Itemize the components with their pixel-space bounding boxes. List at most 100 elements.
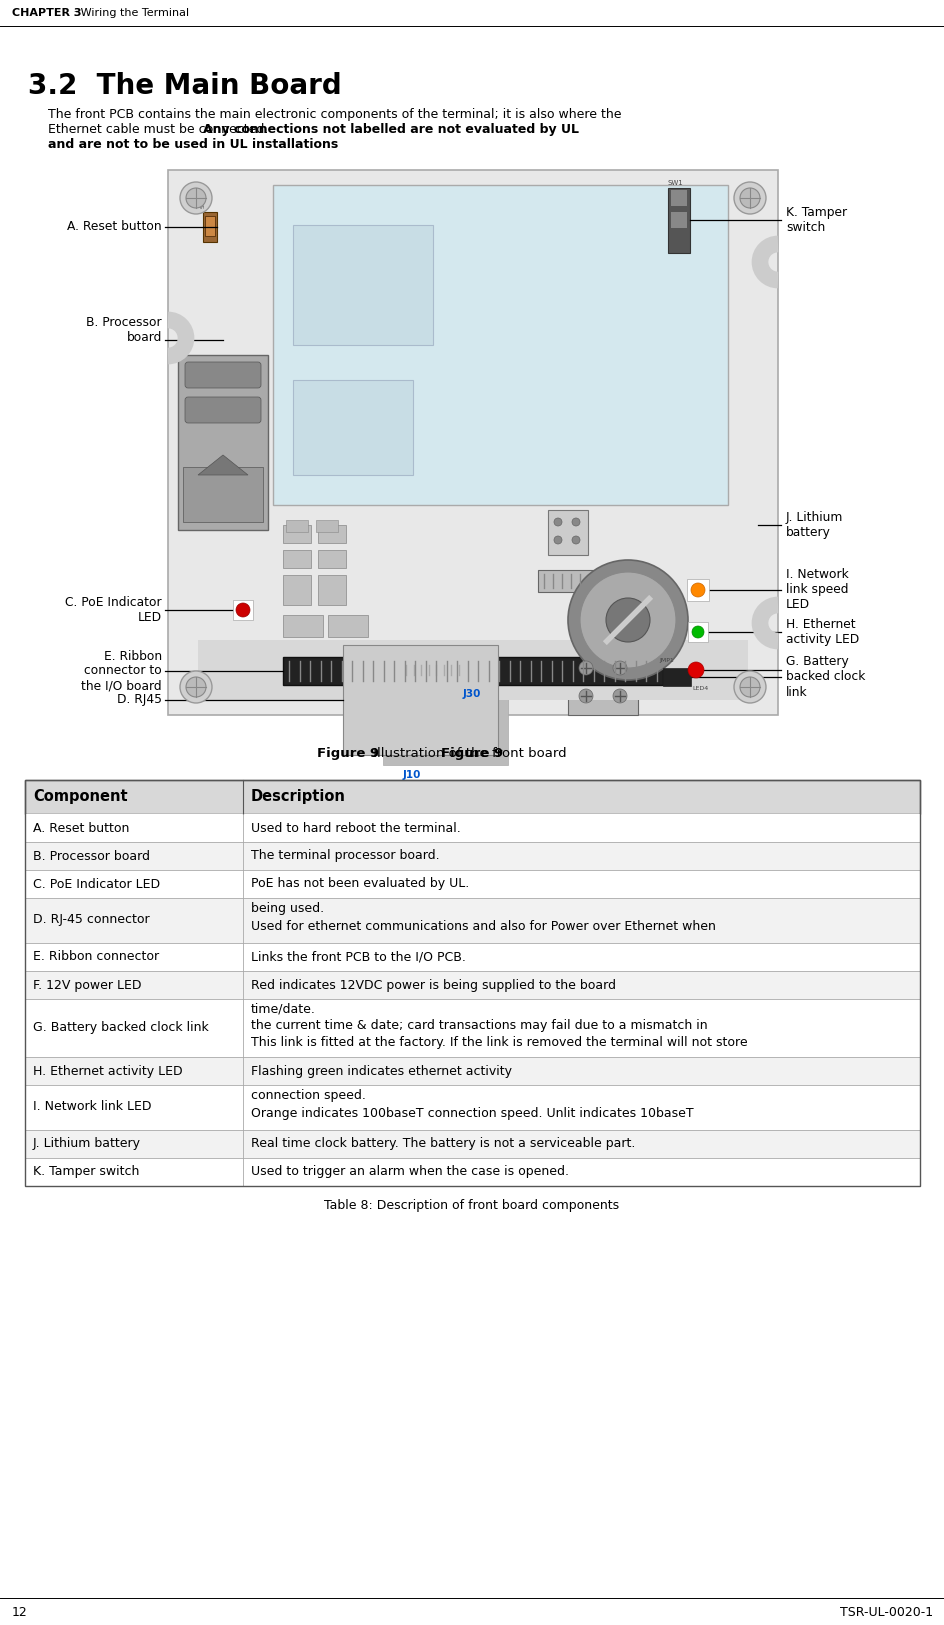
Bar xyxy=(177,354,268,530)
Text: Links the front PCB to the I/O PCB.: Links the front PCB to the I/O PCB. xyxy=(251,951,465,964)
Circle shape xyxy=(739,678,759,697)
Circle shape xyxy=(236,603,250,618)
Circle shape xyxy=(613,661,626,674)
Text: J. Lithium
battery: J. Lithium battery xyxy=(785,510,842,540)
Bar xyxy=(25,842,919,869)
Circle shape xyxy=(179,182,211,214)
Text: B. Processor board: B. Processor board xyxy=(33,850,150,863)
Text: The terminal processor board.: The terminal processor board. xyxy=(251,850,439,863)
Text: Illustration of the front board: Illustration of the front board xyxy=(368,748,566,760)
Text: .: . xyxy=(282,138,287,151)
Text: Used to trigger an alarm when the case is opened.: Used to trigger an alarm when the case i… xyxy=(251,1165,568,1178)
Circle shape xyxy=(739,188,759,208)
Circle shape xyxy=(186,678,206,697)
Text: The front PCB contains the main electronic components of the terminal; it is als: The front PCB contains the main electron… xyxy=(48,107,621,120)
Circle shape xyxy=(605,598,649,642)
Circle shape xyxy=(687,661,703,678)
Bar xyxy=(198,640,748,700)
Bar xyxy=(282,614,323,637)
Text: A. Reset button: A. Reset button xyxy=(33,822,129,835)
Bar xyxy=(282,656,663,686)
Text: Any connections not labelled are not evaluated by UL: Any connections not labelled are not eva… xyxy=(203,124,579,136)
Bar xyxy=(25,814,919,842)
Text: SW1: SW1 xyxy=(667,180,683,185)
Circle shape xyxy=(553,518,562,526)
Text: and are not to be used in UL installations: and are not to be used in UL installatio… xyxy=(48,138,338,151)
Bar xyxy=(183,466,262,522)
FancyBboxPatch shape xyxy=(185,362,261,388)
Bar xyxy=(404,673,466,743)
Circle shape xyxy=(580,572,675,668)
Bar xyxy=(687,622,707,642)
Bar xyxy=(318,575,346,604)
Bar xyxy=(537,570,593,592)
Text: Used to hard reboot the terminal.: Used to hard reboot the terminal. xyxy=(251,822,461,835)
Circle shape xyxy=(613,689,626,704)
Bar xyxy=(293,380,413,474)
Bar xyxy=(328,614,367,637)
Text: J10: J10 xyxy=(402,770,421,780)
Circle shape xyxy=(733,182,766,214)
Bar xyxy=(25,999,919,1056)
Circle shape xyxy=(691,626,703,639)
Bar xyxy=(343,645,497,756)
Text: TSR-UL-0020-1: TSR-UL-0020-1 xyxy=(839,1606,932,1618)
Bar xyxy=(670,211,686,228)
Circle shape xyxy=(553,536,562,544)
Text: Flashing green indicates ethernet activity: Flashing green indicates ethernet activi… xyxy=(251,1064,512,1077)
Text: CHAPTER 3: CHAPTER 3 xyxy=(12,8,81,18)
Text: D. RJ-45 connector: D. RJ-45 connector xyxy=(33,913,149,926)
Circle shape xyxy=(733,671,766,704)
Circle shape xyxy=(579,661,593,674)
Bar xyxy=(318,549,346,569)
Text: F. 12V power LED: F. 12V power LED xyxy=(33,978,142,991)
Text: Figure 9: Figure 9 xyxy=(441,748,502,760)
Bar xyxy=(282,525,311,543)
Bar xyxy=(25,942,919,972)
Text: A. Reset button: A. Reset button xyxy=(67,221,161,234)
Bar xyxy=(273,185,727,505)
Circle shape xyxy=(579,689,593,704)
FancyBboxPatch shape xyxy=(185,396,261,422)
Text: JMP1: JMP1 xyxy=(658,658,673,663)
Bar xyxy=(203,211,217,242)
Text: H. Ethernet activity LED: H. Ethernet activity LED xyxy=(33,1064,182,1077)
Bar xyxy=(686,578,708,601)
Bar xyxy=(25,869,919,899)
Bar xyxy=(25,780,919,1186)
Text: J. Lithium battery: J. Lithium battery xyxy=(33,1138,141,1150)
Bar xyxy=(205,216,215,236)
Circle shape xyxy=(179,671,211,704)
Bar xyxy=(293,224,432,344)
Text: E. Ribbon connector: E. Ribbon connector xyxy=(33,951,159,964)
Text: 12: 12 xyxy=(12,1606,27,1618)
Bar xyxy=(282,575,311,604)
Bar xyxy=(567,650,637,715)
Bar xyxy=(667,188,689,254)
Bar xyxy=(205,362,211,380)
Text: LED4: LED4 xyxy=(691,686,707,691)
Bar xyxy=(241,362,246,380)
Bar xyxy=(217,362,223,380)
Text: Real time clock battery. The battery is not a serviceable part.: Real time clock battery. The battery is … xyxy=(251,1138,634,1150)
Bar xyxy=(25,1056,919,1086)
Text: connection speed.: connection speed. xyxy=(251,1089,365,1102)
Text: C. PoE Indicator LED: C. PoE Indicator LED xyxy=(33,878,160,891)
Text: Component: Component xyxy=(33,790,127,804)
Bar xyxy=(315,520,338,531)
Bar xyxy=(382,645,508,765)
Text: time/date.: time/date. xyxy=(251,1003,315,1016)
Bar xyxy=(25,1086,919,1129)
Bar xyxy=(670,190,686,206)
Text: H. Ethernet
activity LED: H. Ethernet activity LED xyxy=(785,618,858,647)
Bar xyxy=(168,171,777,715)
Bar xyxy=(25,1159,919,1186)
Text: K. Tamper switch: K. Tamper switch xyxy=(33,1165,139,1178)
Text: E. Ribbon
connector to
the I/O board: E. Ribbon connector to the I/O board xyxy=(81,650,161,692)
Bar xyxy=(228,362,235,380)
Text: PoE has not been evaluated by UL.: PoE has not been evaluated by UL. xyxy=(251,878,469,891)
Text: C. PoE Indicator
LED: C. PoE Indicator LED xyxy=(65,596,161,624)
Text: 3.2  The Main Board: 3.2 The Main Board xyxy=(28,72,342,101)
Text: G. Battery
backed clock
link: G. Battery backed clock link xyxy=(785,655,865,699)
Text: the current time & date; card transactions may fail due to a mismatch in: the current time & date; card transactio… xyxy=(251,1019,707,1032)
